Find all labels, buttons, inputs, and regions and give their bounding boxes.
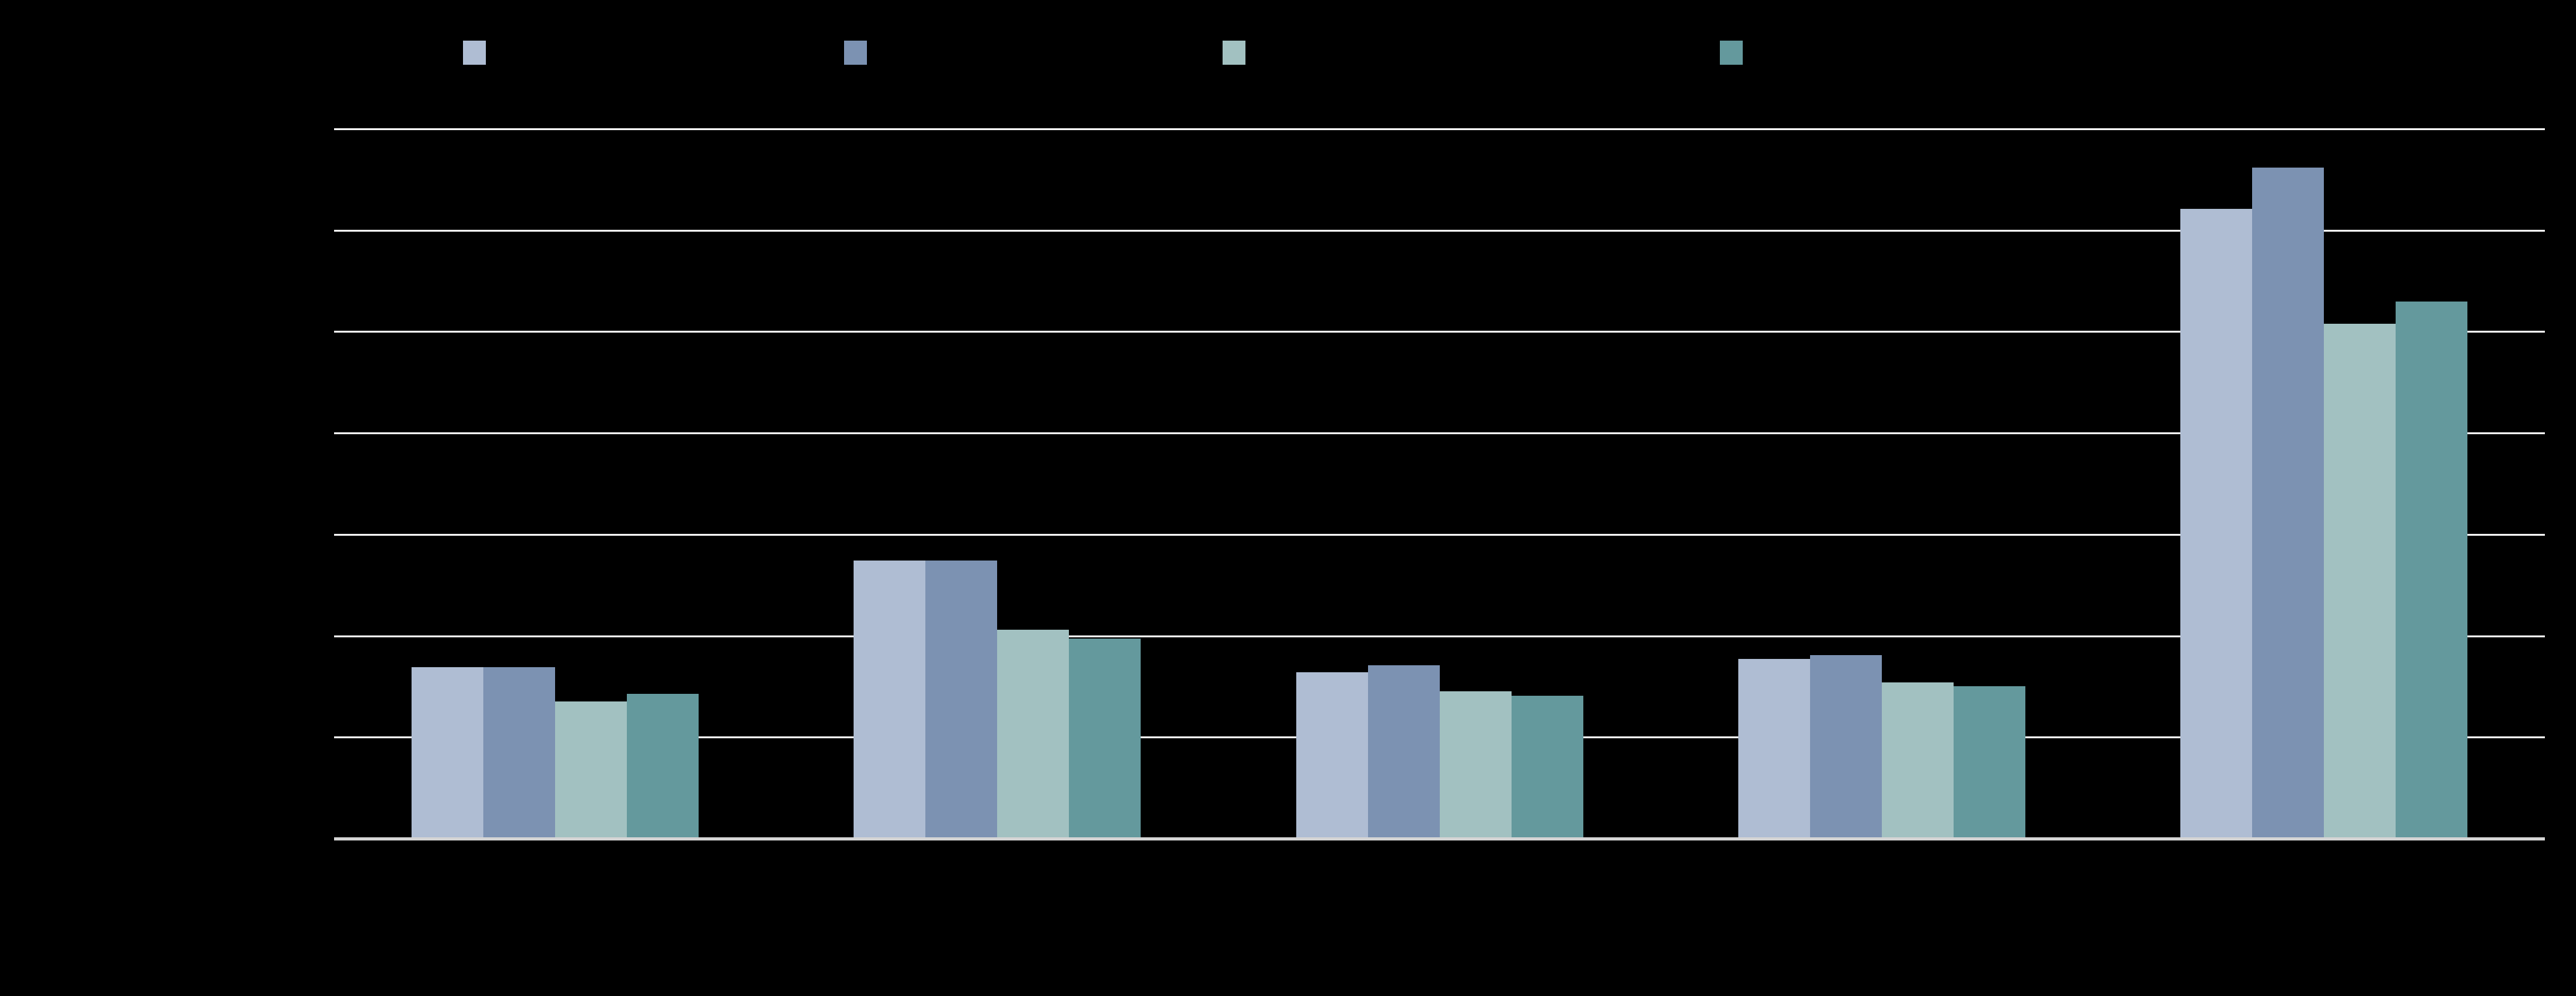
gridline: [334, 128, 2545, 130]
gridline: [334, 533, 2545, 536]
bar-group-3-series-3: [1439, 691, 1512, 839]
bar-group-4-series-3: [1881, 682, 1954, 839]
bar-group-5-series-1: [2180, 209, 2252, 839]
gridline: [334, 229, 2545, 232]
bar-group-5-series-3: [2323, 323, 2396, 839]
bar-group-4-series-2: [1809, 654, 1882, 839]
bar-group-5-series-4: [2395, 301, 2467, 839]
bar-group-3-series-2: [1367, 665, 1440, 839]
bar-group-3-series-1: [1296, 672, 1368, 839]
legend: [0, 0, 2576, 89]
legend-swatch-series-1: [463, 41, 486, 65]
bar-group-2-series-2: [925, 561, 998, 839]
legend-swatch-series-3: [1223, 41, 1245, 65]
gridline: [334, 331, 2545, 333]
bar-group-2-series-3: [997, 629, 1070, 839]
bar-group-1-series-2: [483, 667, 556, 839]
bar-group-5-series-2: [2251, 167, 2324, 839]
bar-group-3-series-4: [1511, 695, 1583, 839]
bar-group-1-series-3: [555, 701, 627, 839]
bar-group-2-series-4: [1069, 639, 1141, 839]
gridline: [334, 432, 2545, 435]
bar-group-1-series-1: [412, 667, 484, 839]
bar-group-1-series-4: [627, 693, 699, 839]
legend-swatch-series-4: [1720, 41, 1743, 65]
legend-swatch-series-2: [844, 41, 867, 65]
gridline: [334, 635, 2545, 637]
bar-group-4-series-4: [1953, 686, 2025, 839]
bar-group-4-series-1: [1738, 659, 1810, 839]
bar-group-2-series-1: [854, 561, 926, 839]
x-axis-line: [334, 837, 2545, 840]
